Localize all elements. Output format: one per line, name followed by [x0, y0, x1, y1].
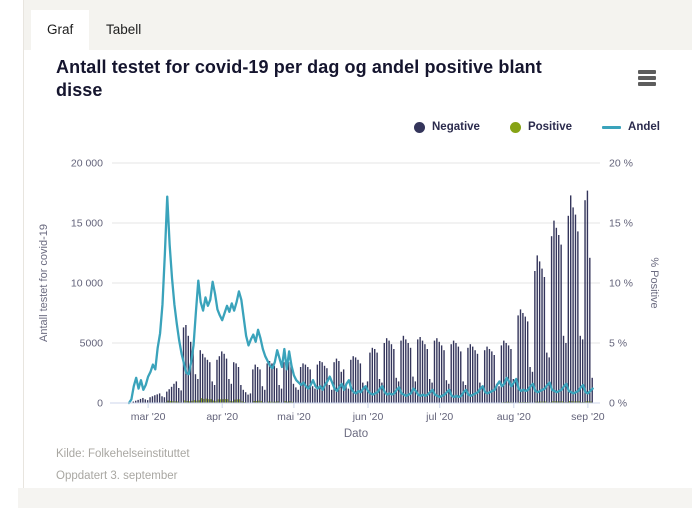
legend-label: Positive — [527, 121, 573, 133]
positive-marker-icon — [509, 121, 521, 133]
axis-tick-label: sep '20 — [571, 411, 605, 423]
tab-strip: Graf Tabell — [24, 0, 692, 50]
axis-tick-label: jul '20 — [425, 411, 453, 423]
axis-tick-label: aug '20 — [497, 411, 531, 423]
axis-tick-label: mar '20 — [131, 411, 166, 423]
axis-tick-label: 20 % — [609, 158, 633, 170]
axis-tick-label: 15 000 — [71, 218, 103, 230]
updated-date: Oppdatert 3. september — [56, 470, 178, 482]
legend-item-positive[interactable]: Positive — [509, 121, 573, 133]
andel-line-icon — [602, 125, 622, 129]
tab-graf[interactable]: Graf — [31, 10, 90, 50]
x-axis-ticks — [147, 403, 589, 408]
y-axis-right-title: % Positive — [648, 257, 660, 308]
axis-tick-label: 5 % — [609, 338, 627, 350]
legend: Negative Positive Andel — [414, 121, 660, 133]
menu-bar — [638, 76, 656, 80]
gridlines — [112, 162, 600, 344]
axis-tick-label: 10 000 — [71, 278, 103, 290]
axis-tick-label: 0 % — [609, 398, 627, 410]
legend-item-negative[interactable]: Negative — [414, 121, 480, 133]
legend-item-andel[interactable]: Andel — [602, 121, 660, 133]
x-axis-labels: mar '20 apr '20 mai '20 jun '20 jul '20 aug '… — [131, 411, 605, 423]
y-axis-left-labels: 0 5000 10 000 15 000 20 000 — [71, 158, 103, 410]
x-axis-title: Dato — [344, 428, 368, 440]
negative-bars-series — [127, 190, 593, 403]
axis-tick-label: jun '20 — [352, 411, 384, 423]
hamburger-menu-icon[interactable] — [636, 68, 660, 90]
axis-tick-label: 10 % — [609, 278, 633, 290]
axis-tick-label: mai '20 — [277, 411, 311, 423]
chart-widget: Graf Tabell Antall testet for covid-19 p… — [23, 0, 692, 488]
legend-label: Negative — [432, 121, 480, 133]
menu-bar — [638, 70, 656, 74]
legend-label: Andel — [628, 121, 660, 133]
andel-line — [127, 195, 594, 405]
axis-tick-label: 15 % — [609, 218, 633, 230]
page-title: Antall testet for covid-19 per dag og an… — [56, 57, 542, 100]
y-axis-left-title: Antall testet for covid-19 — [38, 224, 50, 342]
page-background-strip — [18, 488, 692, 508]
tab-tabell[interactable]: Tabell — [106, 22, 142, 37]
axis-tick-label: 5000 — [80, 338, 104, 350]
axis-tick-label: apr '20 — [206, 411, 238, 423]
y-axis-right-labels: 0 % 5 % 10 % 15 % 20 % — [609, 158, 633, 410]
axis-tick-label: 20 000 — [71, 158, 103, 170]
menu-bar — [638, 81, 656, 86]
axis-tick-label: 0 — [97, 398, 103, 410]
negative-marker-icon — [414, 121, 425, 133]
source-credit: Kilde: Folkehelseinstituttet — [56, 448, 190, 460]
